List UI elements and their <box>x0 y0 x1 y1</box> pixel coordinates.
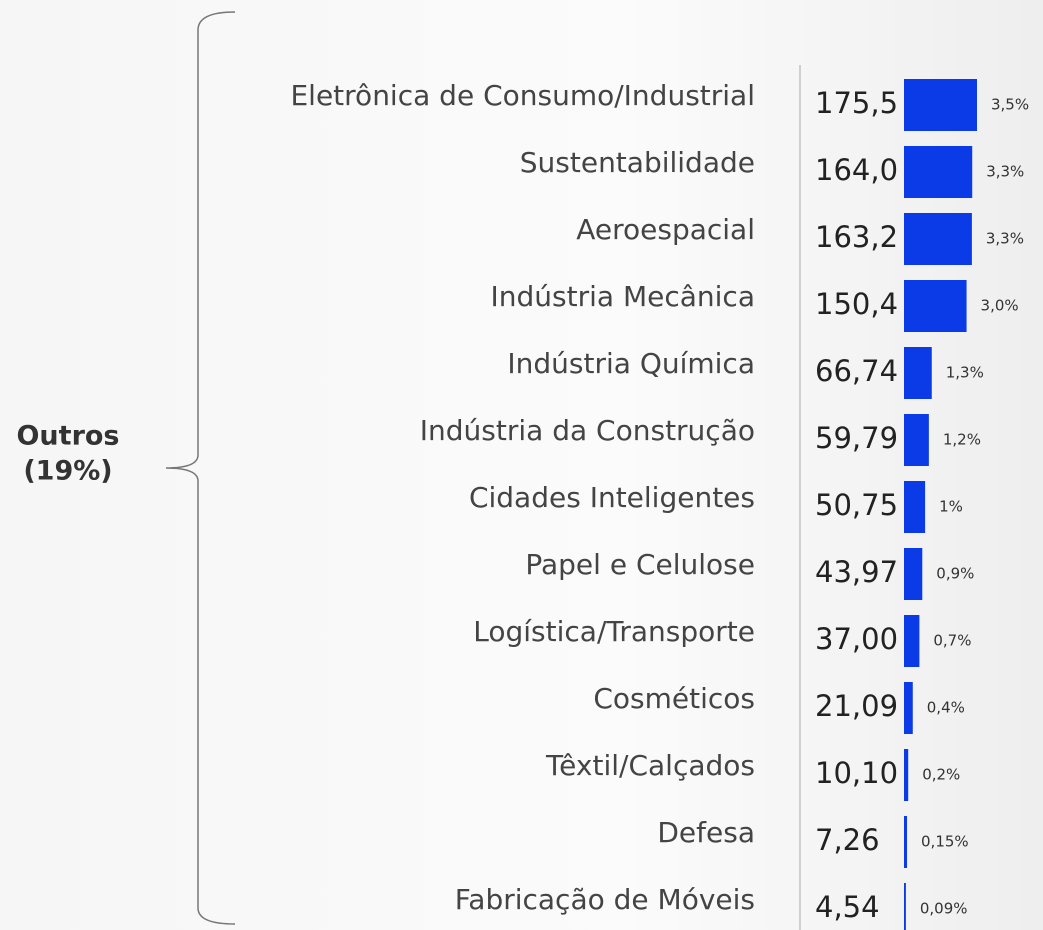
share-label: 3,5% <box>991 96 1029 114</box>
category-label: Logística/Transporte <box>473 615 755 648</box>
share-label: 0,15% <box>921 833 969 851</box>
value-label: 164,0 <box>815 153 898 187</box>
value-label: 163,2 <box>815 220 898 254</box>
category-label: Defesa <box>657 816 755 849</box>
category-label: Cidades Inteligentes <box>469 481 755 514</box>
category-label: Indústria Mecânica <box>491 280 755 313</box>
bar <box>904 548 923 600</box>
brace <box>165 11 236 925</box>
value-label: 175,5 <box>815 86 898 120</box>
bar <box>904 883 906 930</box>
value-label: 21,09 <box>815 689 898 723</box>
value-label: 4,54 <box>815 890 880 924</box>
category-label: Cosméticos <box>593 682 755 715</box>
share-label: 0,4% <box>927 699 965 717</box>
bar <box>904 280 967 332</box>
value-label: 150,4 <box>815 287 898 321</box>
value-label: 50,75 <box>815 488 898 522</box>
value-label: 10,10 <box>815 756 898 790</box>
category-label: Papel e Celulose <box>525 548 755 581</box>
share-label: 1,2% <box>943 431 981 449</box>
value-label: 37,00 <box>815 622 898 656</box>
share-label: 0,7% <box>933 632 971 650</box>
category-label: Sustentabilidade <box>520 146 755 179</box>
bar <box>904 347 932 399</box>
bar <box>904 816 908 868</box>
bar <box>904 615 920 667</box>
category-label: Têxtil/Calçados <box>545 749 755 782</box>
share-label: 3,3% <box>986 163 1024 181</box>
category-label: Eletrônica de Consumo/Industrial <box>290 79 755 112</box>
bar <box>904 79 977 131</box>
bar <box>904 146 973 198</box>
share-label: 3,3% <box>986 230 1024 248</box>
group-label: Outros <box>16 421 119 452</box>
share-label: 0,9% <box>936 565 974 583</box>
value-label: 43,97 <box>815 555 898 589</box>
share-label: 3,0% <box>981 297 1019 315</box>
category-label: Fabricação de Móveis <box>455 883 755 916</box>
share-label: 1% <box>939 498 963 516</box>
category-label: Indústria Química <box>507 347 755 380</box>
share-label: 0,2% <box>922 766 960 784</box>
share-label: 1,3% <box>946 364 984 382</box>
bar <box>904 213 972 265</box>
group-label: (19%) <box>23 456 112 487</box>
category-label: Aeroespacial <box>576 213 755 246</box>
value-label: 7,26 <box>815 823 880 857</box>
value-label: 66,74 <box>815 354 898 388</box>
bar <box>904 414 929 466</box>
value-label: 59,79 <box>815 421 898 455</box>
bar <box>904 749 909 801</box>
share-label: 0,09% <box>920 900 968 918</box>
bar <box>904 481 926 533</box>
bar <box>904 682 913 734</box>
category-label: Indústria da Construção <box>420 414 755 447</box>
